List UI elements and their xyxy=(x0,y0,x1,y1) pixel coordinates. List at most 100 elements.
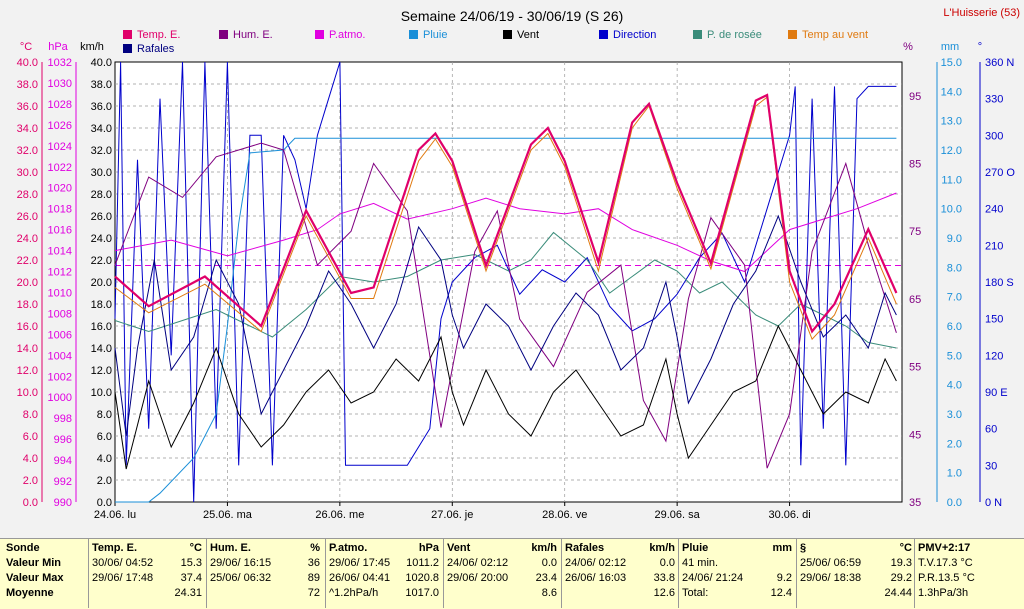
temp-tick-label: 0.0 xyxy=(23,497,38,509)
stats-avg-value: 24.44 xyxy=(884,587,912,599)
stats-col: § °C 25/06/ 06:59 19.3 29/06/ 18:38 29.2 24.44 xyxy=(800,541,912,607)
wind-tick-label: 20.0 xyxy=(91,277,112,289)
stats-pmv: PMV+2:17 T.V.17.3 °C P.R.13.5 °C 1.3hPa/… xyxy=(918,541,1018,607)
row-label-max: Valeur Max xyxy=(6,572,64,584)
x-tick-label: 26.06. me xyxy=(315,509,364,521)
pmv-line-1: T.V.17.3 °C xyxy=(918,557,973,569)
series-line-direction xyxy=(114,61,897,503)
x-tick-label: 29.06. sa xyxy=(655,509,701,521)
x-tick-label: 27.06. je xyxy=(431,509,473,521)
rain-tick-label: 0.0 xyxy=(947,497,962,509)
temp-tick-label: 14.0 xyxy=(17,343,38,355)
legend-swatch xyxy=(123,44,132,53)
dir-tick-label: 330 xyxy=(985,94,1003,106)
legend-entry: Temp. E. xyxy=(137,29,180,41)
stats-separator xyxy=(206,538,207,608)
legend-entry: P.atmo. xyxy=(329,29,366,41)
temp-tick-label: 2.0 xyxy=(23,475,38,487)
press-tick-label: 1012 xyxy=(48,267,72,279)
stats-separator xyxy=(443,538,444,608)
dir-tick-label: 300 xyxy=(985,130,1003,142)
legend-swatch xyxy=(503,30,512,39)
legend-entry: Pluie xyxy=(423,29,447,41)
stats-min-when: 24/06/ 02:12 xyxy=(565,557,627,569)
legend-swatch xyxy=(123,30,132,39)
press-unit-label: hPa xyxy=(48,41,68,53)
series-line-vent xyxy=(114,324,897,470)
press-tick-label: 1000 xyxy=(48,392,72,404)
x-axis: 24.06. lu 25.06. ma 26.06. me 27.06. je 28.0… xyxy=(94,502,811,521)
stats-avg-value: 12.4 xyxy=(770,587,792,599)
press-tick-label: 1016 xyxy=(48,225,72,237)
press-tick-label: 1032 xyxy=(48,57,72,69)
stats-separator xyxy=(88,538,89,608)
hum-tick-label: 55 xyxy=(909,362,921,374)
stats-avg-value: 1017.0 xyxy=(405,587,439,599)
stats-col-unit: mm xyxy=(772,542,792,554)
stats-avg-value: 12.6 xyxy=(653,587,675,599)
series-line-temp-au-vent xyxy=(114,96,897,341)
stats-max-when: 29/06/ 20:00 xyxy=(447,572,509,584)
stats-separator xyxy=(325,538,326,608)
wind-tick-label: 32.0 xyxy=(91,145,112,157)
stats-avg-value: 24.31 xyxy=(174,587,202,599)
temp-tick-label: 36.0 xyxy=(17,101,38,113)
stats-max-value: 33.8 xyxy=(653,572,675,584)
stats-min-when: 41 min. xyxy=(682,557,719,569)
pmv-line-3: 1.3hPa/3h xyxy=(918,587,969,599)
stats-separator xyxy=(561,538,562,608)
chart-title: Semaine 24/06/19 - 30/06/19 (S 26) xyxy=(401,8,624,24)
rain-tick-label: 2.0 xyxy=(947,438,962,450)
stats-col-head: Hum. E. xyxy=(210,542,251,554)
stats-max-when: 25/06/ 06:32 xyxy=(210,572,272,584)
wind-tick-label: 6.0 xyxy=(97,431,112,443)
hum-tick-label: 35 xyxy=(909,497,921,509)
stats-avg-value: 72 xyxy=(307,587,320,599)
stats-col-head: Vent xyxy=(447,542,471,554)
temp-tick-label: 38.0 xyxy=(17,79,38,91)
rain-tick-label: 15.0 xyxy=(941,57,962,69)
stats-max-when: 24/06/ 21:24 xyxy=(682,572,744,584)
dir-tick-label: 180 S xyxy=(985,277,1014,289)
wind-tick-label: 12.0 xyxy=(91,365,112,377)
legend-entry: Direction xyxy=(613,29,656,41)
stats-col: Hum. E.% 29/06/ 16:15 36 25/06/ 06:32 89 72 xyxy=(210,541,320,607)
press-tick-label: 994 xyxy=(54,455,72,467)
wind-tick-label: 30.0 xyxy=(91,167,112,179)
press-tick-label: 1018 xyxy=(48,204,72,216)
left-axes: 40.0 38.0 36.0 34.0 32.0 30.0 28.0 26.0 24.0 22.0… xyxy=(17,57,112,509)
stats-footer: Sonde Valeur Min Valeur Max Moyenne Temp… xyxy=(0,538,1024,609)
hum-tick-label: 75 xyxy=(909,226,921,238)
legend-entry: Hum. E. xyxy=(233,29,273,41)
temp-unit-label: °C xyxy=(20,41,32,53)
rain-tick-label: 11.0 xyxy=(941,174,962,186)
press-tick-label: 992 xyxy=(54,476,72,488)
wind-tick-label: 2.0 xyxy=(97,475,112,487)
rain-tick-label: 6.0 xyxy=(947,321,962,333)
dir-tick-label: 210 xyxy=(985,240,1003,252)
stats-row-labels: Sonde Valeur Min Valeur Max Moyenne xyxy=(6,541,86,607)
right-axes: 95 85 75 65 55 45 35 15.0 14.0 13.0 12.0 11.0 10.0 9.… xyxy=(909,57,1015,509)
stats-min-when: 29/06/ 17:45 xyxy=(329,557,391,569)
legend: Temp. E. Hum. E. P.atmo. Pluie Vent Direction… xyxy=(123,29,868,55)
rain-tick-label: 8.0 xyxy=(947,262,962,274)
rain-tick-label: 7.0 xyxy=(947,292,962,304)
press-tick-label: 996 xyxy=(54,434,72,446)
temp-tick-label: 32.0 xyxy=(17,145,38,157)
row-label-min: Valeur Min xyxy=(6,557,62,569)
x-tick-label: 28.06. ve xyxy=(542,509,587,521)
stats-min-when: 25/06/ 06:59 xyxy=(800,557,862,569)
series-line-rafales xyxy=(114,214,897,437)
weather-chart: Semaine 24/06/19 - 30/06/19 (S 26) L'Hui… xyxy=(17,7,1020,521)
press-tick-label: 1020 xyxy=(48,183,72,195)
stats-col-unit: % xyxy=(310,542,320,554)
wind-tick-label: 40.0 xyxy=(91,57,112,69)
stats-max-when: 29/06/ 17:48 xyxy=(92,572,154,584)
legend-entry: Vent xyxy=(517,29,539,41)
stats-avg-value: 8.6 xyxy=(541,587,557,599)
hum-unit-label: % xyxy=(903,41,913,53)
stats-max-value: 89 xyxy=(307,572,320,584)
stats-min-when: 30/06/ 04:52 xyxy=(92,557,154,569)
wind-tick-label: 18.0 xyxy=(91,299,112,311)
temp-tick-label: 16.0 xyxy=(17,321,38,333)
